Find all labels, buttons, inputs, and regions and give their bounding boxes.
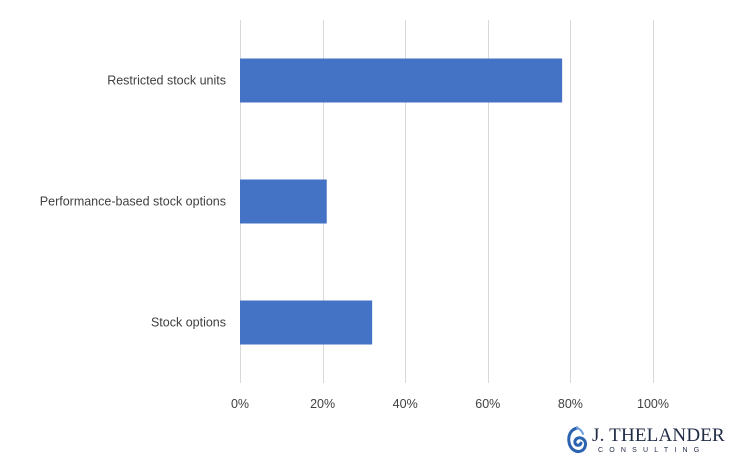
swirl-logo-icon xyxy=(567,426,587,453)
x-tick-label: 20% xyxy=(310,397,335,411)
bar xyxy=(240,300,373,345)
logo-subtitle: CONSULTING xyxy=(598,447,706,454)
category-label: Performance-based stock options xyxy=(40,195,226,209)
category-labels: Restricted stock units Performance-based … xyxy=(40,74,226,330)
bar xyxy=(240,58,563,103)
x-tick-label: 100% xyxy=(637,397,669,411)
company-logo: J. THELANDER CONSULTING xyxy=(566,424,725,456)
x-tick-label: 0% xyxy=(231,397,249,411)
x-tick-label: 40% xyxy=(393,397,418,411)
bars xyxy=(240,58,563,345)
logo-name: J. THELANDER xyxy=(592,425,725,446)
x-tick-label: 60% xyxy=(475,397,500,411)
x-tick-labels: 0% 20% 40% 60% 80% 100% xyxy=(231,397,669,411)
category-label: Stock options xyxy=(151,316,226,330)
x-tick-label: 80% xyxy=(558,397,583,411)
category-label: Restricted stock units xyxy=(107,74,226,88)
bar xyxy=(240,179,327,224)
